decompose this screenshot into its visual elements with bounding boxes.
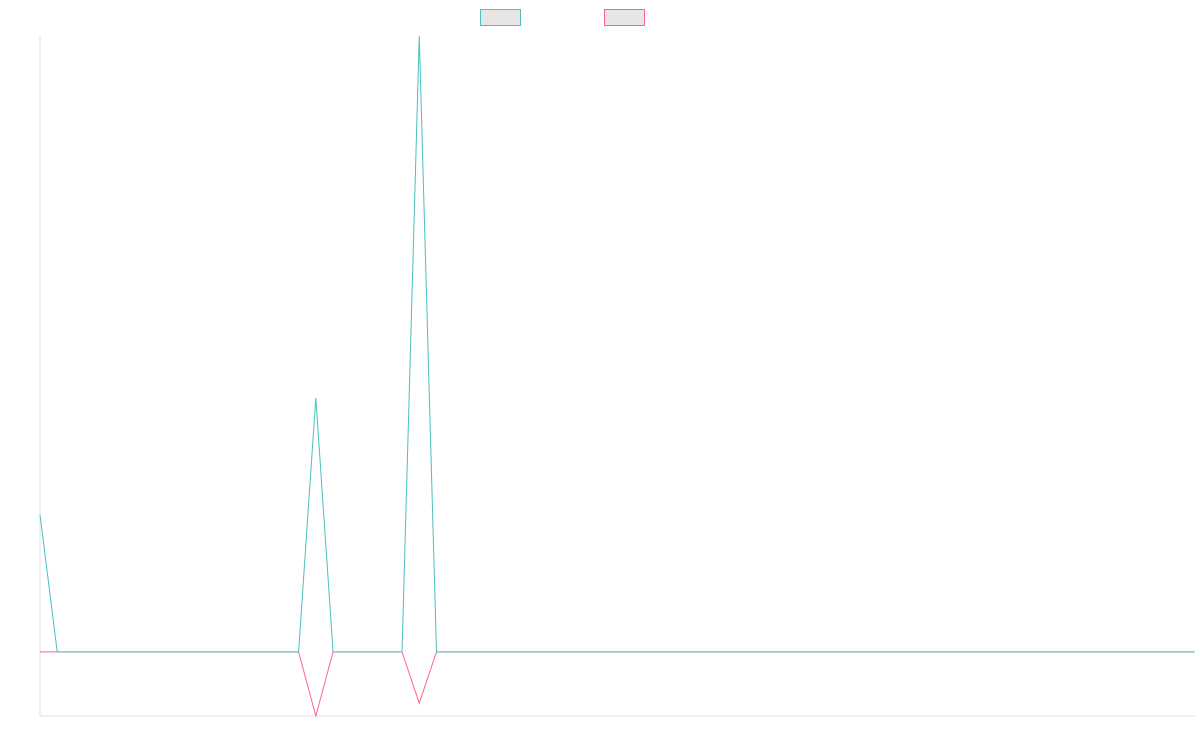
legend-swatch-2[interactable] xyxy=(604,9,645,26)
legend-swatch-1[interactable] xyxy=(480,9,521,26)
axes xyxy=(39,36,1195,717)
series-line-2 xyxy=(40,651,1195,718)
series-layer xyxy=(39,35,1195,718)
legend xyxy=(480,9,645,26)
series-line-1 xyxy=(39,35,1195,653)
